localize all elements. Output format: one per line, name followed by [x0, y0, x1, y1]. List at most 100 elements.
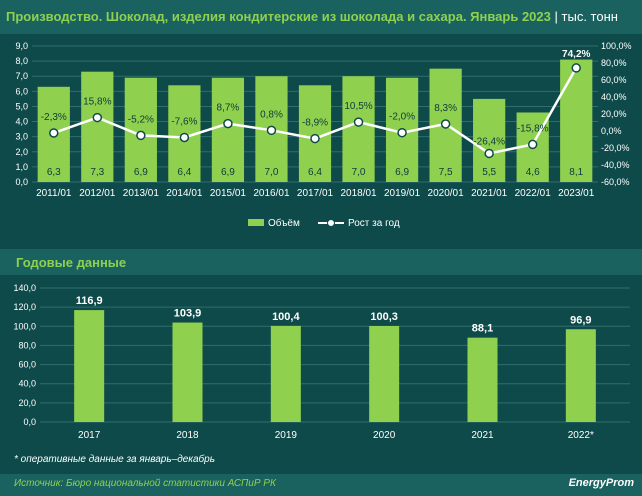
y2-tick-label: -60,0% [601, 177, 630, 187]
monthly-chart: 0,0 1,0 2,0 3,0 4,0 5,0 6,0 7,0 8,0 9,0 -60,0% -40,… [15, 41, 632, 229]
y-tick-label: 8,0 [15, 56, 28, 66]
bar-value-label: 88,1 [472, 323, 493, 335]
legend-label-growth: Рост за год [348, 218, 400, 229]
annual-section-title: Годовые данные [16, 255, 127, 270]
bar-value-label: 6,4 [308, 167, 322, 178]
source-bar [0, 474, 642, 496]
legend-label-volume: Объём [268, 217, 300, 229]
y-tick-label: 0,0 [15, 177, 28, 187]
bar [81, 71, 114, 182]
legend-swatch-volume [248, 219, 264, 226]
y2-tick-label: 80,0% [601, 58, 627, 68]
growth-value-label: 0,8% [260, 109, 283, 120]
growth-point [179, 132, 190, 143]
y-tick-label: 7,0 [15, 71, 28, 81]
growth-value-label: 8,3% [434, 103, 457, 114]
bar [74, 310, 105, 422]
annual-chart: 0,0 20,0 40,0 60,0 80,0 100,0 120,0 140,0 116,9 2… [13, 283, 630, 441]
bar-value-label: 7,0 [265, 167, 279, 178]
title-text: Производство. Шоколад, изделия кондитерс… [6, 9, 551, 24]
growth-point [136, 130, 146, 141]
y-tick-label: 2,0 [15, 147, 28, 157]
x-tick-label: 2020 [373, 430, 396, 441]
bar [560, 59, 593, 182]
y-tick-label: 20,0 [18, 398, 36, 408]
x-tick-label: 2017/01 [297, 188, 334, 199]
x-tick-label: 2016/01 [253, 188, 290, 199]
growth-point [49, 128, 59, 138]
x-tick-label: 2021 [471, 430, 494, 441]
growth-value-label: -26,4% [473, 136, 505, 147]
bar [270, 325, 301, 422]
bar-value-label: 6,9 [221, 167, 235, 178]
bar-value-label: 7,0 [352, 167, 366, 178]
y2-tick-label: 20,0% [601, 109, 627, 119]
y-tick-label: 1,0 [15, 162, 28, 172]
growth-point [223, 118, 233, 129]
growth-value-label: -2,3% [41, 112, 67, 123]
title-bar [0, 0, 642, 34]
growth-point [310, 133, 320, 144]
bar-value-label: 6,9 [395, 167, 409, 178]
growth-point [440, 119, 451, 129]
x-tick-label: 2013/01 [123, 188, 160, 199]
x-tick-label: 2014/01 [166, 188, 203, 199]
x-tick-label: 2022* [568, 430, 594, 441]
growth-value-label: -5,2% [128, 114, 154, 125]
growth-point [484, 148, 494, 159]
bar [565, 329, 596, 422]
bar-value-label: 8,1 [569, 167, 583, 178]
x-tick-label: 2017 [78, 430, 101, 441]
y-tick-label: 120,0 [13, 302, 36, 312]
x-tick-label: 2018 [176, 430, 199, 441]
growth-value-label: 74,2% [562, 49, 590, 60]
x-tick-label: 2015/01 [210, 188, 247, 199]
y2-tick-label: -20,0% [601, 143, 630, 153]
x-tick-label: 2011/01 [36, 188, 72, 199]
x-tick-label: 2023/01 [558, 188, 595, 199]
bar [211, 77, 245, 182]
bar [369, 325, 400, 422]
y2-tick-label: 100,0% [601, 41, 632, 51]
source-text: Источник: Бюро национальной статистики А… [14, 478, 276, 489]
y-tick-label: 9,0 [15, 41, 28, 51]
growth-value-label: -2,0% [389, 112, 415, 123]
y2-tick-label: 40,0% [601, 92, 627, 102]
chart-title: Производство. Шоколад, изделия кондитерс… [6, 9, 618, 24]
y-tick-label: 80,0 [18, 340, 36, 350]
footnote: * оперативные данные за январь–декабрь [14, 454, 216, 465]
bar-value-label: 116,9 [76, 295, 103, 307]
bar-value-label: 5,5 [482, 167, 496, 178]
bar [473, 98, 506, 182]
y2-tick-label: 60,0% [601, 75, 627, 85]
growth-point [266, 125, 277, 136]
y-tick-label: 100,0 [13, 321, 36, 331]
bar-value-label: 7,5 [439, 167, 453, 178]
x-tick-label: 2022/01 [515, 188, 552, 199]
legend-marker-growth [327, 219, 335, 227]
bar-value-label: 103,9 [174, 308, 202, 320]
section-bar [0, 249, 642, 275]
bar-value-label: 6,3 [47, 167, 61, 178]
bar-value-label: 96,9 [570, 314, 591, 326]
x-tick-label: 2018/01 [340, 188, 377, 199]
x-tick-label: 2019/01 [384, 188, 421, 199]
growth-value-label: -8,9% [302, 118, 328, 129]
y2-tick-label: 0,0% [601, 126, 622, 136]
y-tick-label: 5,0 [15, 101, 28, 111]
bar [342, 76, 375, 182]
x-tick-label: 2021/01 [471, 188, 508, 199]
bar-value-label: 100,4 [272, 311, 300, 323]
x-tick-label: 2019 [275, 430, 298, 441]
bar-value-label: 7,3 [90, 167, 104, 178]
growth-point [92, 112, 103, 123]
energyprom-logo: EnergyProm [568, 477, 634, 489]
unit-label: тыс. тонн [561, 9, 618, 24]
bar-value-label: 6,4 [177, 167, 191, 178]
growth-point [571, 63, 581, 73]
bar-value-label: 100,3 [370, 311, 398, 323]
y-tick-label: 6,0 [15, 86, 28, 96]
growth-value-label: 10,5% [344, 101, 372, 112]
x-tick-label: 2012/01 [79, 188, 116, 199]
